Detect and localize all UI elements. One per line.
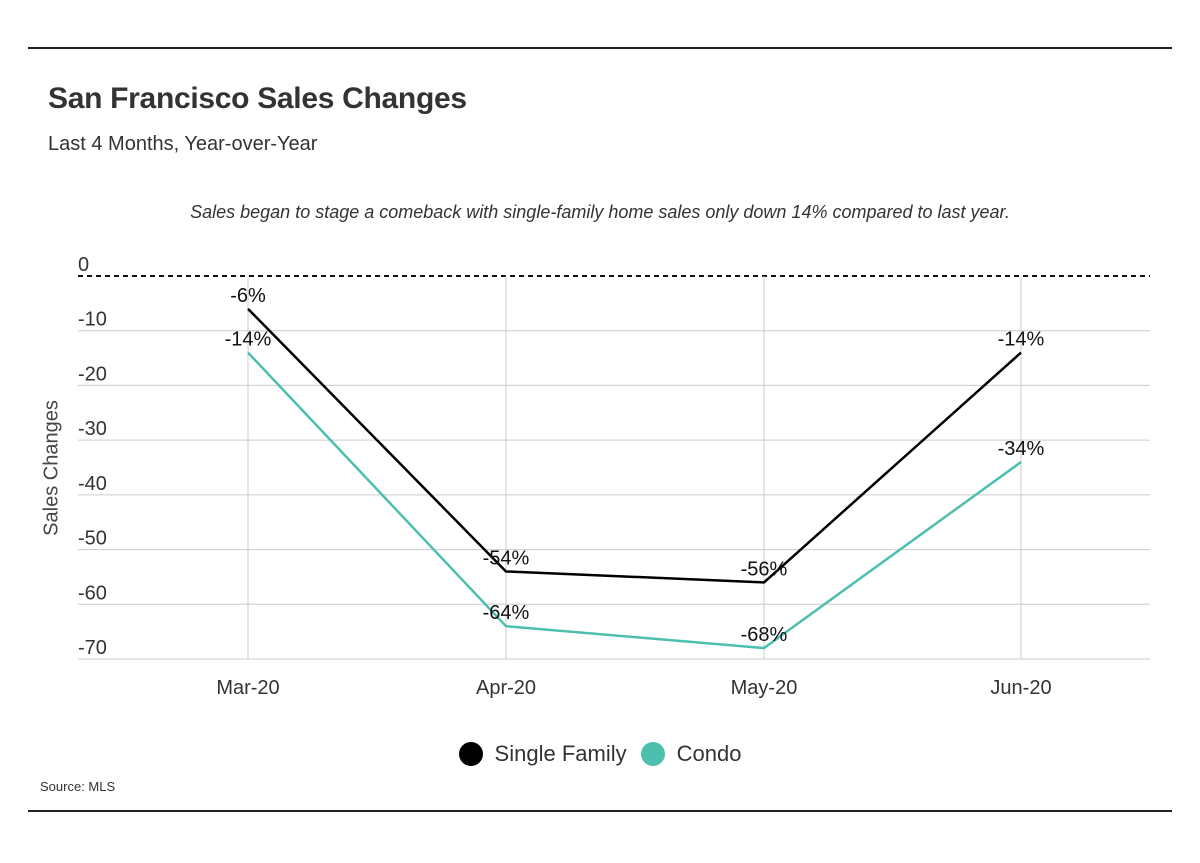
data-label-single-family: -6% bbox=[230, 285, 266, 307]
x-tick-label: Jun-20 bbox=[990, 677, 1051, 699]
y-tick-labels: 0 -10 -20 -30 -40 -50 -60 -70 bbox=[78, 254, 107, 659]
y-tick-label: 0 bbox=[78, 254, 89, 276]
data-label-single-family: -14% bbox=[998, 329, 1045, 351]
legend-swatch-condo bbox=[640, 742, 665, 766]
x-tick-label: Apr-20 bbox=[476, 677, 536, 699]
y-tick-label: -50 bbox=[78, 528, 107, 550]
data-label-single-family: -54% bbox=[483, 547, 530, 569]
x-tick-label: May-20 bbox=[731, 677, 798, 699]
series-line-condo bbox=[247, 351, 1022, 650]
x-tick-labels: Mar-20 Apr-20 May-20 Jun-20 bbox=[216, 677, 1051, 699]
data-label-single-family: -56% bbox=[741, 558, 788, 580]
data-label-condo: -14% bbox=[225, 329, 272, 351]
legend-item-condo: Condo bbox=[640, 741, 742, 767]
legend-label-single-family: Single Family bbox=[494, 741, 627, 766]
source-note: Source: MLS bbox=[40, 779, 116, 794]
y-tick-label: -60 bbox=[78, 582, 107, 604]
legend-swatch-single-family bbox=[458, 742, 483, 766]
top-rule bbox=[28, 47, 1172, 49]
data-labels: -6% -54% -56% -14% -14% -64% -68% -34% bbox=[225, 285, 1045, 646]
legend-label-condo: Condo bbox=[676, 741, 742, 766]
bottom-rule bbox=[28, 810, 1172, 812]
series-line-single-family bbox=[247, 307, 1022, 584]
chart-subtitle: Last 4 Months, Year-over-Year bbox=[48, 133, 318, 155]
grid-layer bbox=[78, 275, 1150, 660]
series-layer bbox=[247, 307, 1022, 650]
data-label-condo: -34% bbox=[998, 438, 1045, 460]
y-tick-label: -70 bbox=[78, 637, 107, 659]
data-label-condo: -64% bbox=[483, 602, 530, 624]
data-label-condo: -68% bbox=[741, 624, 788, 646]
y-tick-label: -30 bbox=[78, 418, 107, 440]
chart-annotation: Sales began to stage a comeback with sin… bbox=[190, 202, 1010, 222]
y-tick-label: -40 bbox=[78, 473, 107, 495]
chart-title: San Francisco Sales Changes bbox=[48, 82, 467, 115]
y-tick-label: -20 bbox=[78, 363, 107, 385]
y-tick-label: -10 bbox=[78, 309, 107, 331]
legend-item-single-family: Single Family bbox=[458, 741, 627, 767]
legend: Single Family Condo bbox=[0, 741, 1200, 767]
x-tick-label: Mar-20 bbox=[216, 677, 279, 699]
